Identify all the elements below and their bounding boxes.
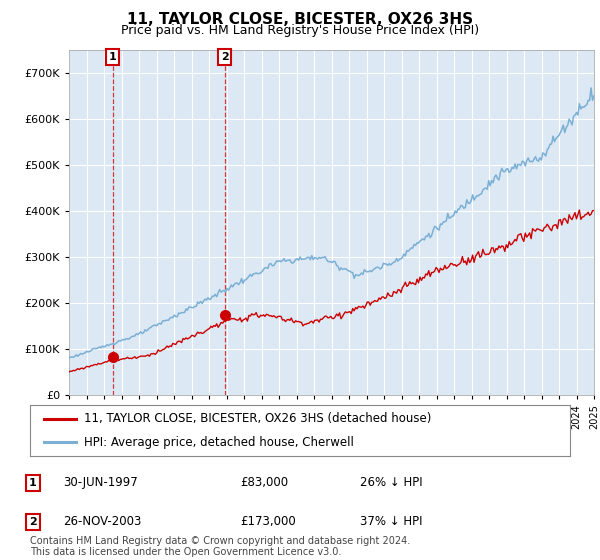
Text: 37% ↓ HPI: 37% ↓ HPI [360, 515, 422, 529]
Text: 26% ↓ HPI: 26% ↓ HPI [360, 476, 422, 489]
Text: 2: 2 [29, 517, 37, 527]
Text: 26-NOV-2003: 26-NOV-2003 [63, 515, 142, 529]
Text: 1: 1 [29, 478, 37, 488]
Text: 1: 1 [109, 52, 116, 62]
Text: Price paid vs. HM Land Registry's House Price Index (HPI): Price paid vs. HM Land Registry's House … [121, 24, 479, 37]
Text: 11, TAYLOR CLOSE, BICESTER, OX26 3HS: 11, TAYLOR CLOSE, BICESTER, OX26 3HS [127, 12, 473, 27]
Text: HPI: Average price, detached house, Cherwell: HPI: Average price, detached house, Cher… [84, 436, 354, 449]
Text: £173,000: £173,000 [240, 515, 296, 529]
Text: 11, TAYLOR CLOSE, BICESTER, OX26 3HS (detached house): 11, TAYLOR CLOSE, BICESTER, OX26 3HS (de… [84, 412, 431, 425]
Text: 30-JUN-1997: 30-JUN-1997 [63, 476, 138, 489]
Text: £83,000: £83,000 [240, 476, 288, 489]
Text: Contains HM Land Registry data © Crown copyright and database right 2024.
This d: Contains HM Land Registry data © Crown c… [30, 535, 410, 557]
Text: 2: 2 [221, 52, 229, 62]
